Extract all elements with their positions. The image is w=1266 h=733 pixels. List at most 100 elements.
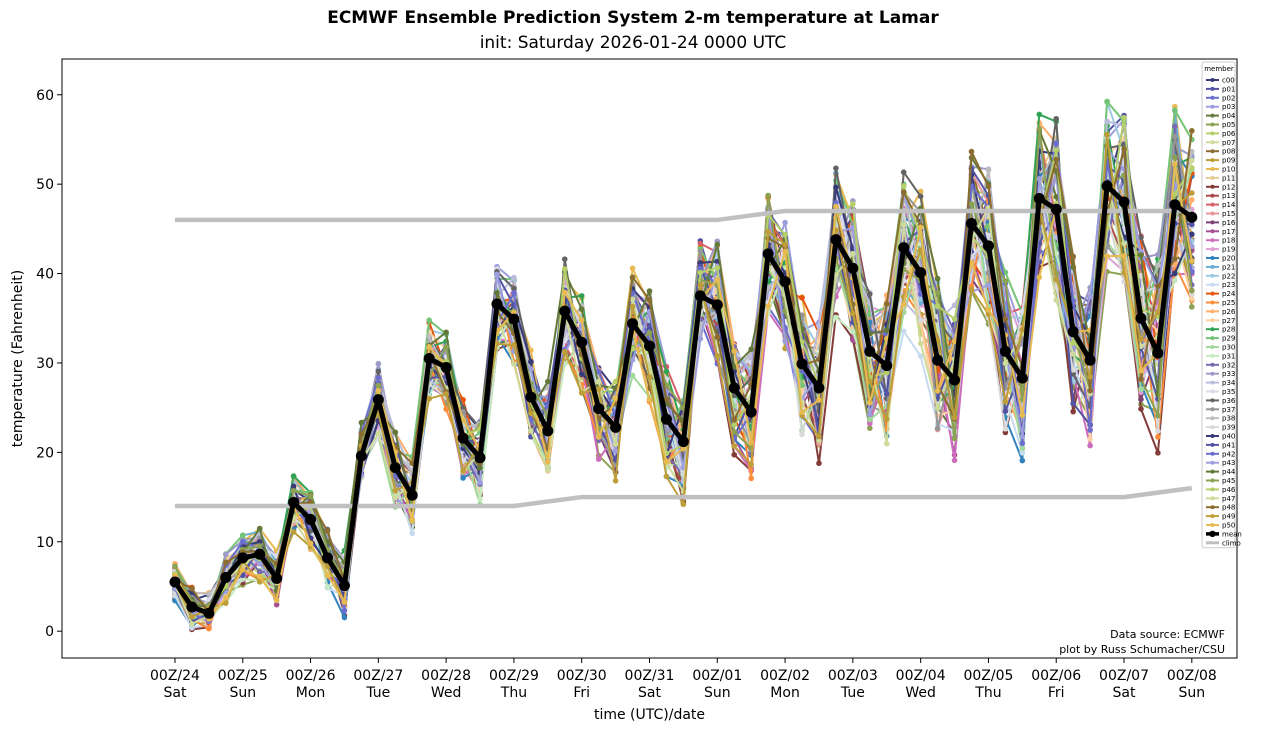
x-tick-label: 00Z/31 [625,668,675,684]
x-tick-day-label: Mon [770,685,800,701]
legend-swatch-marker [1210,220,1215,225]
legend-label: climo [1222,539,1241,547]
member-point [460,405,466,411]
mean-point [830,234,842,246]
legend-swatch-marker [1210,318,1215,323]
member-point [1172,123,1178,130]
member-point [1121,240,1127,247]
legend-label: p49 [1222,513,1235,521]
member-point [1138,386,1144,392]
legend-label: p50 [1222,522,1235,530]
mean-point [728,382,740,394]
member-point [1087,427,1093,433]
member-point [934,388,941,394]
member-point [307,540,314,547]
mean-point [796,358,808,370]
member-point [782,241,788,248]
member-point [561,266,568,272]
x-tick-day-label: Sun [229,685,256,701]
legend-label: p30 [1222,344,1235,352]
member-point [375,360,382,367]
legend-label: p14 [1222,201,1236,209]
member-point [816,433,822,440]
member-point [561,289,568,296]
legend-swatch-marker [1210,434,1215,438]
member-point [1087,442,1093,449]
legend-label: mean [1222,530,1242,538]
legend-label: p46 [1222,486,1236,494]
legend-label: p25 [1222,299,1235,307]
member-point [883,327,890,334]
mean-point [372,394,384,406]
member-point [290,529,297,535]
member-point [1002,408,1009,415]
x-tick-day-label: Sat [1113,685,1136,701]
x-tick-label: 00Z/08 [1167,668,1217,684]
mean-point [389,462,401,474]
member-point [545,378,551,385]
member-point [629,274,636,281]
legend-label: p27 [1222,317,1235,325]
mean-point [1067,326,1079,338]
x-tick-day-label: Tue [365,685,390,701]
member-point [1053,297,1060,303]
member-point [358,419,365,426]
member-point [934,275,941,282]
member-point [1104,253,1110,259]
legend-swatch-marker [1210,273,1215,278]
mean-point [1186,211,1198,223]
x-tick-day-label: Sat [163,685,186,701]
member-point [239,532,246,538]
member-point [1189,296,1195,302]
member-point [646,297,653,303]
legend-label: p45 [1222,477,1235,485]
member-point [985,306,992,313]
legend-swatch-marker [1210,327,1215,332]
member-point [443,391,449,397]
member-point [1070,400,1076,407]
member-point [1019,412,1026,418]
legend-swatch-marker [1210,158,1215,163]
mean-point [1169,199,1181,211]
x-tick-label: 00Z/25 [218,668,268,684]
member-point [477,465,483,471]
member-point [426,317,432,324]
mean-point [915,267,927,279]
mean-point [457,432,469,444]
mean-point [813,382,825,394]
legend: memberc00p01p02p03p04p05p06p07p08p09p10p… [1201,61,1242,549]
mean-point [677,436,689,448]
member-point [917,296,924,302]
legend-swatch-marker [1210,300,1215,305]
member-point [833,184,839,191]
y-tick-label: 20 [36,445,54,461]
member-point [392,429,399,436]
member-point [917,224,924,231]
legend-swatch-marker [1210,496,1215,501]
member-point [561,256,568,262]
member-point [409,530,416,537]
member-point [663,473,670,480]
mean-point [1118,196,1130,208]
member-point [595,456,602,462]
member-point [799,431,805,438]
member-point [1155,428,1161,434]
legend-label: p19 [1222,246,1235,254]
member-point [697,240,704,247]
legend-label: p44 [1222,468,1236,476]
member-point [1138,336,1144,343]
legend-swatch-marker [1210,451,1215,456]
legend-label: p35 [1222,388,1235,396]
x-tick-label: 00Z/05 [963,668,1013,684]
legend-label: c00 [1222,77,1235,85]
member-point [883,300,890,307]
member-point [172,563,178,570]
member-point [528,410,534,417]
member-point [951,435,958,442]
legend-swatch-marker [1210,460,1215,465]
member-point [883,416,890,423]
member-point [561,348,568,355]
member-point [1189,287,1195,294]
member-point [460,475,466,481]
x-tick-day-label: Tue [840,685,865,701]
